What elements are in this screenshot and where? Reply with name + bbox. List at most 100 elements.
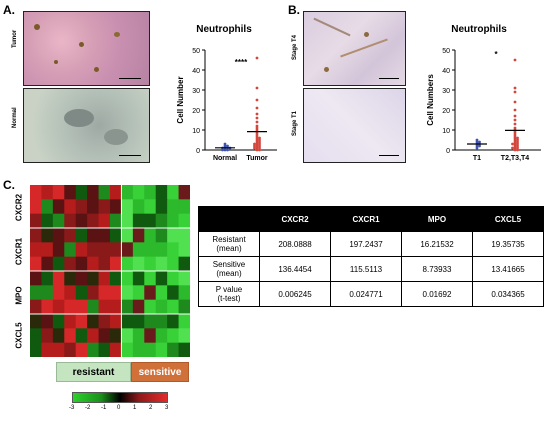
data-point <box>516 148 519 152</box>
category-label: Normal <box>213 155 237 162</box>
heatmap-cell <box>98 256 111 272</box>
heatmap-cell <box>132 256 145 272</box>
heatmap-cell <box>52 314 65 329</box>
heatmap-cell <box>64 285 77 301</box>
data-point <box>513 132 517 136</box>
data-point <box>516 138 519 142</box>
heatmap-cell <box>52 213 65 229</box>
heatmap-cell <box>64 242 77 258</box>
heatmap-cell <box>167 271 180 286</box>
heatmap-row-label-mpo: MPO <box>14 286 24 305</box>
y-tick-label: 50 <box>442 48 450 55</box>
heatmap-cell <box>121 314 134 329</box>
heatmap-cell <box>41 342 54 357</box>
heatmap-cell <box>155 242 168 258</box>
y-axis-label: Cell Number <box>176 76 185 123</box>
data-point <box>223 144 227 148</box>
heatmap-cell <box>167 314 180 329</box>
stats-header-cxcl5: CXCL5 <box>472 206 544 232</box>
heatmap-cell <box>52 328 65 344</box>
heatmap-cell <box>87 342 100 357</box>
data-point <box>513 90 517 94</box>
table-cell: 0.006245 <box>259 281 331 307</box>
heatmap-cell <box>155 328 168 344</box>
heatmap-cell <box>144 242 157 258</box>
panel-a-label: A. <box>3 3 15 17</box>
heatmap-cell <box>64 314 77 329</box>
heatmap-row-label-cxcl5: CXCL5 <box>14 322 24 349</box>
data-point <box>513 148 517 152</box>
table-row: Resistant (mean) 208.0888 197.2437 16.215… <box>198 231 544 257</box>
heatmap-cell <box>144 213 157 229</box>
tumor-micrograph <box>23 11 150 86</box>
heatmap-cell <box>87 285 100 301</box>
heatmap-cell <box>98 285 111 301</box>
data-point <box>513 130 517 134</box>
heatmap-cell <box>132 228 145 243</box>
heatmap-cell <box>178 185 190 200</box>
heatmap-cell <box>110 185 122 200</box>
heatmap-cell <box>41 271 54 286</box>
data-point <box>255 136 259 140</box>
heatmap-cell <box>98 185 111 200</box>
heatmap-cell <box>121 271 134 286</box>
data-point <box>255 128 259 132</box>
stage-t1-image-label: Stage T1 <box>292 110 298 136</box>
heatmap-cell <box>64 213 77 229</box>
heatmap-cell <box>144 299 157 315</box>
data-point <box>226 148 229 152</box>
chart-b: 0 10 20 30 40 50 Cell Numbers T1 T2,T3,T4 * <box>426 48 541 162</box>
heatmap-cell <box>52 271 65 286</box>
heatmap-cell <box>110 199 122 215</box>
heatmap-cell <box>155 256 168 272</box>
data-point <box>513 100 517 104</box>
heatmap-cell <box>121 256 134 272</box>
heatmap-cell <box>132 285 145 301</box>
heatmap-cell <box>98 328 111 344</box>
heatmap-cell <box>41 314 54 329</box>
y-tick-label: 20 <box>192 108 200 115</box>
heatmap-cell <box>155 199 168 215</box>
heatmap-cell <box>75 228 88 243</box>
heatmap-cell <box>121 342 134 357</box>
data-point <box>258 146 261 150</box>
heatmap-cell <box>144 285 157 301</box>
heatmap-cell <box>110 314 122 329</box>
panel-c-label: C. <box>3 178 15 192</box>
table-cell: 0.034365 <box>472 281 544 307</box>
heatmap-cell <box>75 299 88 315</box>
heatmap-cell <box>87 271 100 286</box>
heatmap-cell <box>64 256 77 272</box>
heatmap-cell <box>87 199 100 215</box>
heatmap-cell <box>30 285 42 301</box>
heatmap-cell <box>30 299 42 315</box>
heatmap-cell <box>178 342 190 357</box>
data-point <box>255 126 259 130</box>
stage-t4-micrograph <box>303 11 406 86</box>
heatmap-cell <box>110 228 122 243</box>
chart-a-title: Neutrophils <box>196 24 252 35</box>
color-scale-tick: 1 <box>133 405 137 411</box>
heatmap-cell <box>30 228 42 243</box>
heatmap-cell <box>121 213 134 229</box>
heatmap-cell <box>178 328 190 344</box>
resistant-group-bar: resistant <box>56 362 131 382</box>
heatmap-cell <box>178 299 190 315</box>
heatmap-cell <box>30 213 42 229</box>
data-point <box>516 140 519 144</box>
heatmap-cell <box>132 199 145 215</box>
heatmap-cell <box>75 199 88 215</box>
heatmap-cell <box>110 256 122 272</box>
heatmap-cell <box>64 271 77 286</box>
data-point <box>475 138 479 142</box>
chart-a: 0 10 20 30 40 50 Cell Number Normal Tumor **** <box>176 48 277 162</box>
heatmap-cell <box>87 328 100 344</box>
data-point <box>253 142 256 146</box>
table-cell: 136.4454 <box>259 256 331 282</box>
significance-marker: * <box>494 50 498 59</box>
data-point <box>513 114 517 118</box>
heatmap-cell <box>41 299 54 315</box>
heatmap-cell <box>132 342 145 357</box>
data-point <box>221 148 224 152</box>
heatmap-cell <box>64 342 77 357</box>
